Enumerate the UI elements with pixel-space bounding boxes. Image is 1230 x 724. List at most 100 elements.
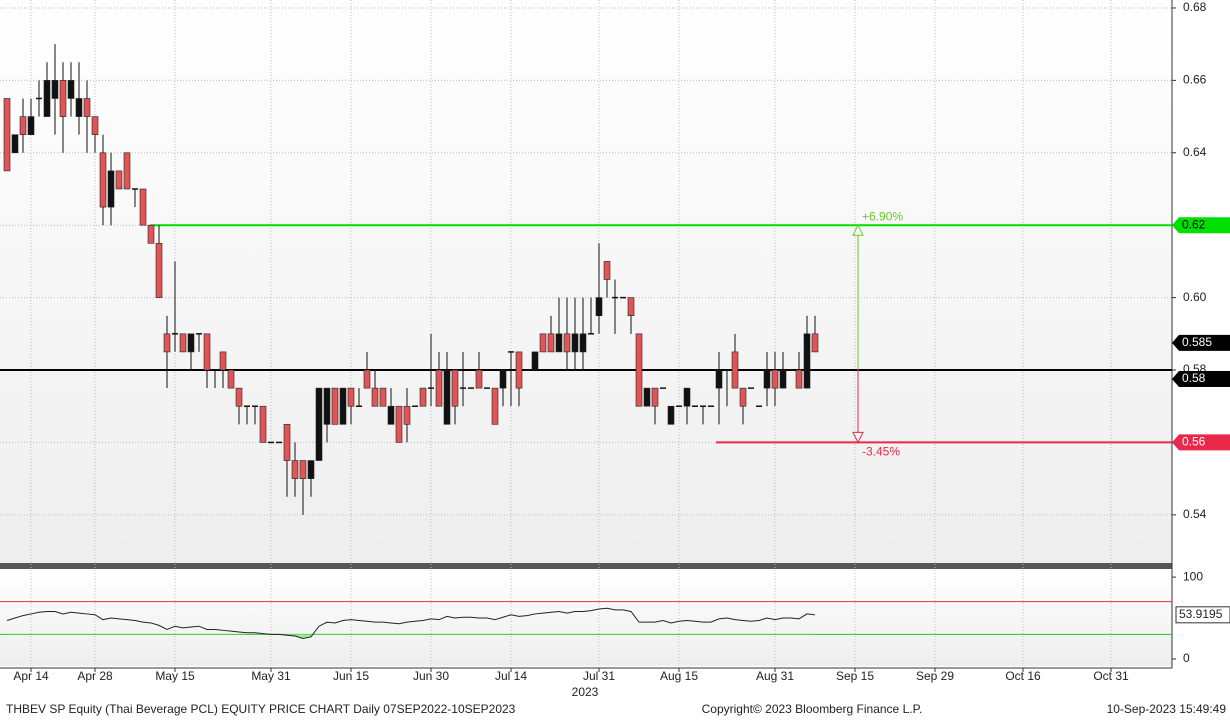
x-tick-label: Oct 16 xyxy=(1005,669,1041,683)
candle-body xyxy=(731,351,739,389)
price-label-box xyxy=(1172,217,1230,234)
price-label-box xyxy=(1172,371,1230,388)
candle-body xyxy=(491,387,499,425)
candle-body xyxy=(795,369,803,389)
candle-body xyxy=(403,405,411,425)
candle-body xyxy=(179,333,187,353)
annotation: -3.45% xyxy=(862,445,900,459)
candle-body xyxy=(539,333,547,353)
price-panel xyxy=(0,0,1172,563)
x-tick-label: Sep 15 xyxy=(836,669,874,683)
footer-center: Copyright© 2023 Bloomberg Finance L.P. xyxy=(702,702,923,716)
x-tick-label: Aug 31 xyxy=(756,669,794,683)
candle-body xyxy=(43,80,51,117)
candle-body xyxy=(11,134,19,154)
candle-body xyxy=(115,170,123,190)
x-tick-label: Jul 31 xyxy=(583,669,615,683)
candle-body xyxy=(555,333,563,353)
price-label: 0.62 xyxy=(1182,217,1206,231)
candle-body xyxy=(27,116,35,135)
y-tick-label: 0.68 xyxy=(1183,0,1207,14)
candle-body xyxy=(67,80,75,99)
x-tick-label: Jun 15 xyxy=(333,669,369,683)
candle-body xyxy=(299,460,307,479)
candle-body xyxy=(219,351,227,371)
candle-body xyxy=(771,369,779,389)
x-tick-label: Aug 15 xyxy=(660,669,698,683)
arrow-head xyxy=(852,431,864,444)
x-tick-label: Apr 28 xyxy=(77,669,113,683)
candle-body xyxy=(547,333,555,353)
candle-body xyxy=(451,369,459,407)
x-tick-label: Oct 31 xyxy=(1093,669,1129,683)
grid xyxy=(0,0,1176,666)
candle-body xyxy=(571,333,579,353)
oversold-fill xyxy=(279,634,313,639)
price-label-box xyxy=(1172,434,1230,451)
candle-body xyxy=(499,369,507,389)
candle-body xyxy=(75,98,83,117)
candle-body xyxy=(123,152,131,190)
y-tick-label: 100 xyxy=(1183,569,1203,583)
candle-body xyxy=(291,460,299,479)
y-tick-label: 0.54 xyxy=(1183,507,1207,521)
candle-body xyxy=(107,170,115,208)
last-value-box xyxy=(1175,606,1230,624)
candle-body xyxy=(627,297,635,317)
candle-body xyxy=(435,369,443,407)
candle-body xyxy=(419,387,427,407)
candle-body xyxy=(371,387,379,407)
candle-body xyxy=(635,333,643,407)
price-label: 0.56 xyxy=(1182,435,1206,449)
annotation: +6.90% xyxy=(862,209,903,223)
candle-body xyxy=(603,261,611,280)
panel-divider xyxy=(0,563,1172,569)
x-tick-label: May 31 xyxy=(251,669,291,683)
candle-body xyxy=(531,351,539,371)
candle-body xyxy=(83,98,91,117)
candle-body xyxy=(203,333,211,371)
candle-body xyxy=(475,369,483,389)
y-tick-label: 0.60 xyxy=(1183,290,1207,304)
candle-body xyxy=(227,369,235,389)
last-value-label: 53.9195 xyxy=(1179,607,1223,621)
candle-body xyxy=(563,333,571,353)
x-sublabel: 2023 xyxy=(572,685,599,699)
candle-body xyxy=(739,387,747,407)
candle-body xyxy=(331,387,339,425)
candle-body xyxy=(59,80,67,117)
candle-body xyxy=(315,387,323,461)
candle-body xyxy=(395,405,403,443)
candle-body xyxy=(595,297,603,317)
candle-body xyxy=(339,387,347,425)
labels: 0.54 0.56 0.58 0.60 0.62 0.64 0.66 0.68 Apr 14 Ap… xyxy=(13,0,1230,699)
candle-body xyxy=(515,351,523,389)
candle-body xyxy=(683,387,691,407)
candle-body xyxy=(235,387,243,407)
x-tick-label: May 15 xyxy=(155,669,195,683)
footer-left: THBEV SP Equity (Thai Beverage PCL) EQUI… xyxy=(6,702,516,716)
y-tick-label: 0 xyxy=(1183,651,1190,665)
candle-body xyxy=(163,333,171,353)
candle-body xyxy=(139,188,147,226)
candle-body xyxy=(259,405,267,443)
candle-body xyxy=(91,116,99,135)
candle-body xyxy=(387,405,395,425)
candle-body xyxy=(155,243,163,298)
candle-body xyxy=(51,80,59,99)
candle-body xyxy=(651,387,659,407)
marks xyxy=(0,44,1172,640)
candle-body xyxy=(19,116,27,135)
arrow-head xyxy=(852,224,864,236)
candle-body xyxy=(579,333,587,353)
price-label-box xyxy=(1172,334,1230,351)
x-tick-label: Jun 30 xyxy=(413,669,449,683)
rsi-panel xyxy=(0,569,1172,666)
candle-body xyxy=(643,387,651,407)
footer-right: 10-Sep-2023 15:49:49 xyxy=(1107,702,1227,716)
candle-body xyxy=(147,224,155,244)
candle-body xyxy=(443,369,451,425)
candle-body xyxy=(283,424,291,461)
candle-body xyxy=(99,152,107,208)
